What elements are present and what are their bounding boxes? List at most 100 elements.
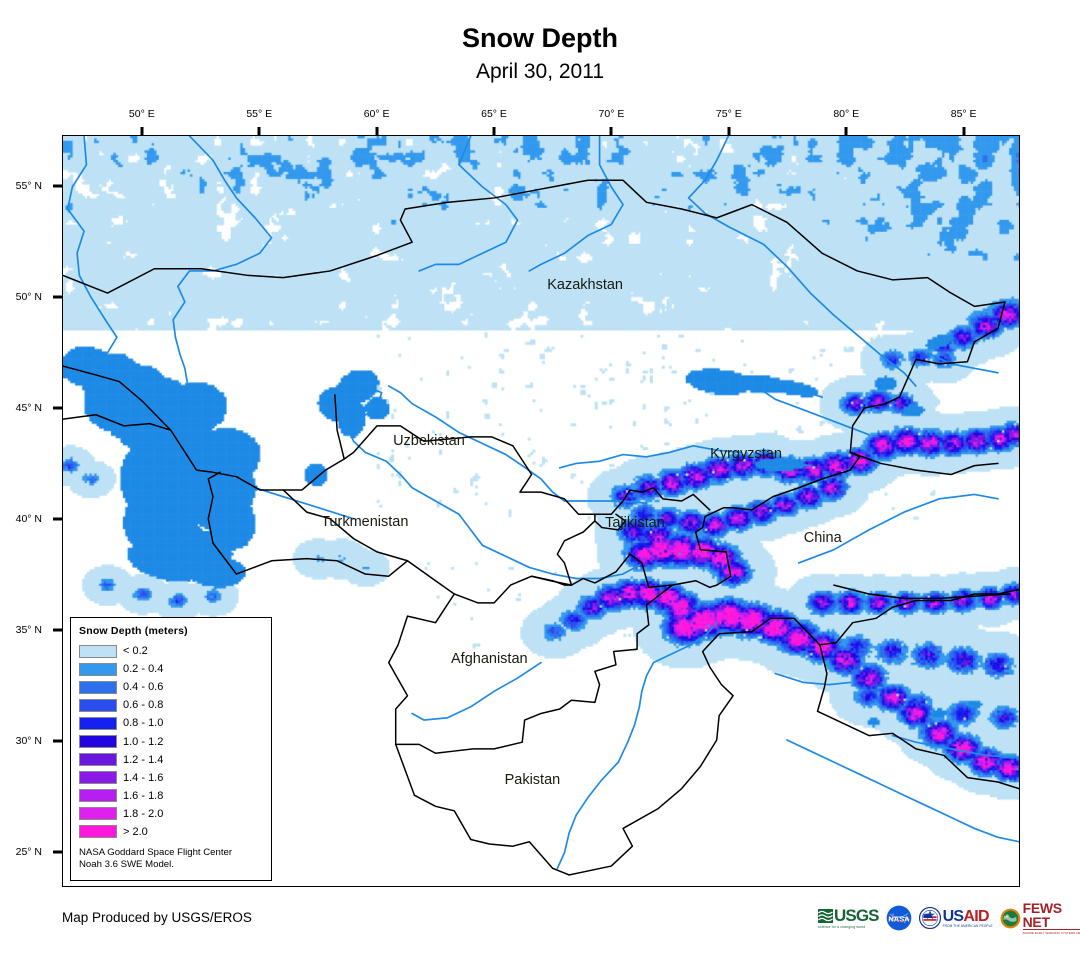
- map-producer-text: Map Produced by USGS/EROS: [62, 910, 252, 925]
- legend-label: 0.4 - 0.6: [123, 681, 164, 694]
- legend-swatch: [79, 698, 117, 712]
- fews-net-logo: FEWS NET FAMINE EARLY WARNING SYSTEMS NE…: [1000, 901, 1080, 935]
- legend-row: 0.6 - 0.8: [79, 696, 263, 714]
- river-path: [797, 493, 999, 564]
- legend-label: 1.8 - 2.0: [123, 807, 164, 820]
- lat-tick-40: [53, 517, 62, 521]
- legend-label: 1.4 - 1.6: [123, 771, 164, 784]
- legend-label: 0.2 - 0.4: [123, 663, 164, 676]
- legend-row: 1.6 - 1.8: [79, 787, 263, 805]
- river-path: [687, 136, 917, 387]
- lat-tick-25: [53, 850, 62, 853]
- legend-swatch: [79, 644, 117, 658]
- lat-tick-30: [53, 739, 62, 743]
- usgs-logo: USGS science for a changing world: [818, 904, 879, 932]
- legend-title: Snow Depth (meters): [79, 625, 188, 637]
- fews-wordmark: FEWS NET: [1022, 901, 1080, 930]
- lon-label-65: 65° E: [481, 108, 507, 120]
- lon-label-75: 75° E: [715, 108, 742, 120]
- legend-row: 1.8 - 2.0: [79, 805, 263, 823]
- river-path: [247, 484, 355, 520]
- lon-tick-60: [375, 127, 379, 135]
- river-path: [558, 444, 742, 469]
- river-path: [172, 136, 273, 383]
- legend-label: < 0.2: [123, 645, 148, 658]
- lat-label-45: 45° N: [15, 401, 42, 414]
- usaid-wordmark: USAID: [942, 907, 990, 925]
- legend-row: > 2.0: [79, 823, 263, 841]
- legend-row: < 0.2: [79, 642, 263, 660]
- legend-box: Snow Depth (meters) < 0.2 0.2 - 0.4 0.4 - …: [70, 617, 272, 881]
- country-border-path: [821, 301, 1006, 480]
- legend-credit: NASA Goddard Space Flight Center Noah 3.…: [79, 847, 263, 871]
- river-path: [755, 462, 812, 467]
- legend-swatch: [79, 680, 117, 694]
- country-border-path: [819, 588, 1019, 646]
- country-border-path: [63, 414, 711, 516]
- country-border-path: [394, 743, 570, 876]
- country-border-path: [530, 553, 711, 589]
- legend-swatch: [79, 662, 117, 676]
- lat-tick-45: [53, 406, 62, 410]
- legend-label: 1.0 - 1.2: [123, 735, 164, 748]
- usaid-seal-icon: [918, 907, 941, 929]
- river-path: [774, 672, 852, 686]
- nasa-logo: NASA: [886, 904, 912, 932]
- legend-swatch: [79, 735, 117, 749]
- lon-tick-80: [844, 127, 848, 135]
- map-frame[interactable]: Kazakhstan Uzbekistan Turkmenistan Kyrgyzst…: [62, 135, 1020, 887]
- river-path: [556, 621, 718, 870]
- river-path: [418, 136, 519, 272]
- svg-text:NASA: NASA: [888, 914, 910, 923]
- river-path: [926, 351, 999, 374]
- legend-row: 1.2 - 1.4: [79, 751, 263, 769]
- river-path: [387, 385, 648, 505]
- country-borders-layer: [63, 179, 1019, 876]
- river-path: [528, 136, 624, 272]
- usaid-tagline: FROM THE AMERICAN PEOPLE: [942, 923, 993, 928]
- legend-label: 1.6 - 1.8: [123, 789, 164, 802]
- country-border-path: [833, 584, 1011, 600]
- lon-label-85: 85° E: [950, 108, 977, 120]
- river-path: [739, 380, 870, 436]
- river-path: [699, 374, 824, 398]
- legend-label: > 2.0: [123, 825, 148, 838]
- lon-tick-65: [492, 127, 496, 135]
- lon-label-50: 50° E: [128, 108, 155, 120]
- river-path: [329, 385, 383, 420]
- fews-tagline: FAMINE EARLY WARNING SYSTEMS NETWORK: [1022, 931, 1080, 935]
- fews-globe-icon: [1000, 908, 1021, 928]
- legend-credit-line-2: Noah 3.6 SWE Model.: [79, 858, 174, 870]
- country-border-path: [694, 478, 823, 589]
- lon-label-60: 60° E: [363, 108, 390, 120]
- legend-swatch: [79, 771, 117, 785]
- country-border-path: [849, 451, 999, 476]
- legend-label: 1.2 - 1.4: [123, 753, 164, 766]
- page-title: Snow Depth: [462, 23, 618, 53]
- lat-label-50: 50° N: [15, 290, 42, 303]
- legend-swatch: [79, 807, 117, 821]
- usgs-wordmark: USGS: [834, 905, 879, 925]
- lat-label-40: 40° N: [15, 512, 42, 525]
- map-date-subtitle: April 30, 2011: [475, 60, 605, 83]
- lat-label-55: 55° N: [15, 180, 42, 193]
- legend-row: 1.0 - 1.2: [79, 732, 263, 750]
- legend-label: 0.6 - 0.8: [123, 699, 164, 712]
- country-border-path: [334, 394, 345, 460]
- country-border-path: [568, 617, 1019, 876]
- country-border-path: [63, 179, 1006, 308]
- country-border-path: [212, 542, 409, 577]
- usgs-tagline: science for a changing world: [818, 924, 866, 929]
- usgs-wave-icon: [818, 908, 833, 923]
- country-border-path: [594, 513, 627, 531]
- legend-swatch: [79, 789, 117, 803]
- lon-tick-50: [140, 127, 144, 135]
- lon-label-55: 55° E: [246, 108, 273, 120]
- country-border-path: [387, 593, 456, 746]
- legend-swatch: [79, 753, 117, 767]
- country-border-path: [282, 489, 573, 604]
- country-border-path: [394, 584, 673, 755]
- country-border-path: [207, 471, 221, 544]
- legend-label: 0.8 - 1.0: [123, 717, 164, 730]
